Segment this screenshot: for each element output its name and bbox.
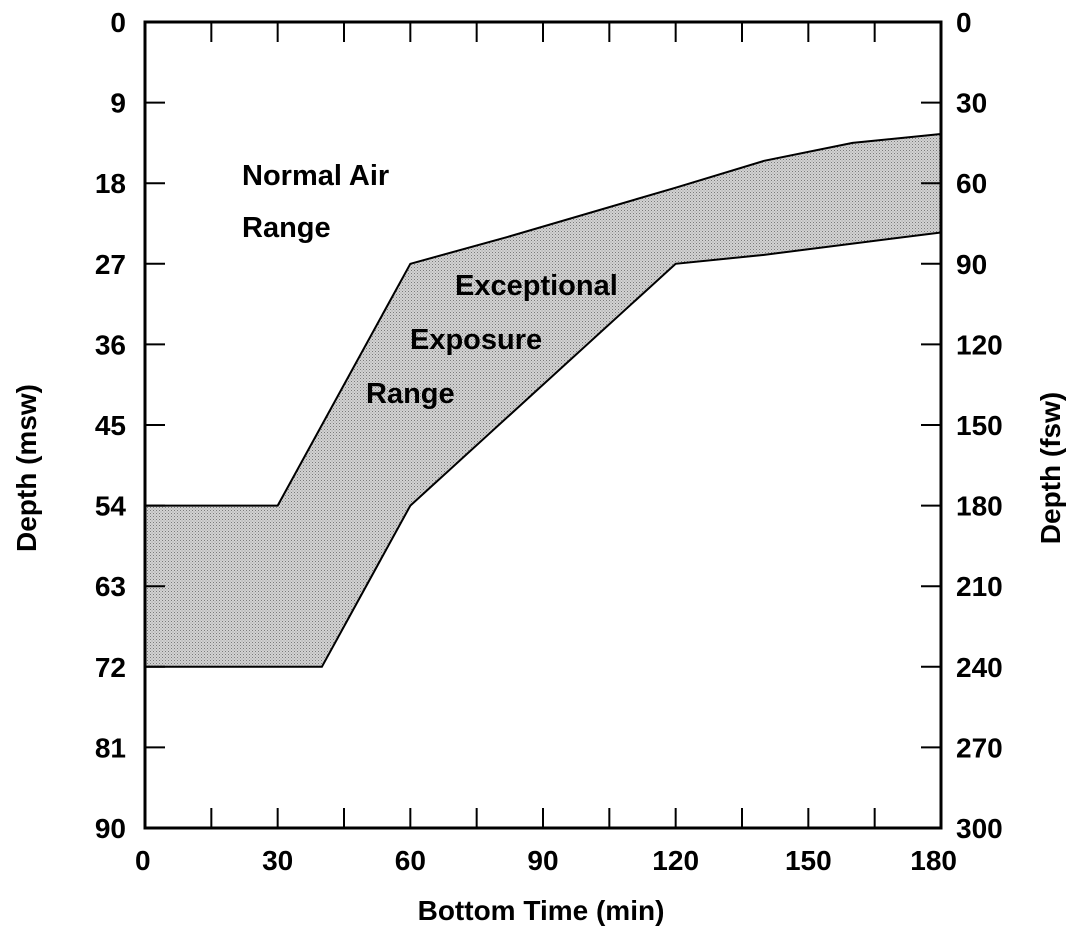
y-left-axis-title: Depth (msw) [11, 384, 42, 552]
y-left-tick-label-0: 0 [110, 7, 126, 38]
x-tick-label-90: 90 [527, 845, 558, 876]
y-right-tick-label-90: 90 [956, 249, 987, 280]
y-left-tick-label-63: 63 [95, 571, 126, 602]
exceptional-label-line-1: Exceptional [455, 270, 618, 302]
y-left-tick-label-9: 9 [110, 88, 126, 119]
y-right-tick-label-30: 30 [956, 88, 987, 119]
y-left-tick-label-36: 36 [95, 329, 126, 360]
exceptional-label-line-2: Exposure [410, 324, 542, 356]
exceptional-label-line-3: Range [366, 378, 455, 410]
y-left-tick-label-54: 54 [95, 491, 127, 522]
normal-air-range-label: Normal Air Range [242, 160, 397, 244]
x-tick-label-150: 150 [785, 845, 832, 876]
y-right-tick-label-60: 60 [956, 168, 987, 199]
normal-air-label-line-2: Range [242, 212, 331, 244]
y-right-tick-label-0: 0 [956, 7, 972, 38]
y-right-tick-label-150: 150 [956, 410, 1003, 441]
y-right-tick-label-300: 300 [956, 813, 1003, 844]
y-right-tick-label-240: 240 [956, 652, 1003, 683]
exceptional-exposure-range-label: Exceptional Exposure Range [366, 270, 626, 410]
plot-frame [143, 20, 943, 830]
y-left-tick-label-90: 90 [95, 813, 126, 844]
y-right-tick-label-210: 210 [956, 571, 1003, 602]
y-left-tick-label-72: 72 [95, 652, 126, 683]
x-axis-title: Bottom Time (min) [418, 895, 665, 926]
y-right-tick-label-270: 270 [956, 732, 1003, 763]
x-tick-label-30: 30 [262, 845, 293, 876]
ticks-layer: 0 30 60 90 120 150 180 0 0 9 30 18 60 27 90 36 120 45 150 5… [95, 7, 1003, 876]
y-left-tick-label-45: 45 [95, 410, 126, 441]
y-right-axis-title: Depth (fsw) [1035, 392, 1066, 544]
normal-air-label-line-1: Normal Air [242, 160, 389, 192]
y-left-tick-label-81: 81 [95, 732, 126, 763]
x-tick-label-180: 180 [910, 845, 957, 876]
y-right-tick-label-120: 120 [956, 329, 1003, 360]
y-left-tick-label-27: 27 [95, 249, 126, 280]
x-tick-label-120: 120 [652, 845, 699, 876]
y-left-tick-label-18: 18 [95, 168, 126, 199]
x-tick-label-60: 60 [395, 845, 426, 876]
y-right-tick-label-180: 180 [956, 491, 1003, 522]
x-tick-label-0: 0 [135, 845, 151, 876]
